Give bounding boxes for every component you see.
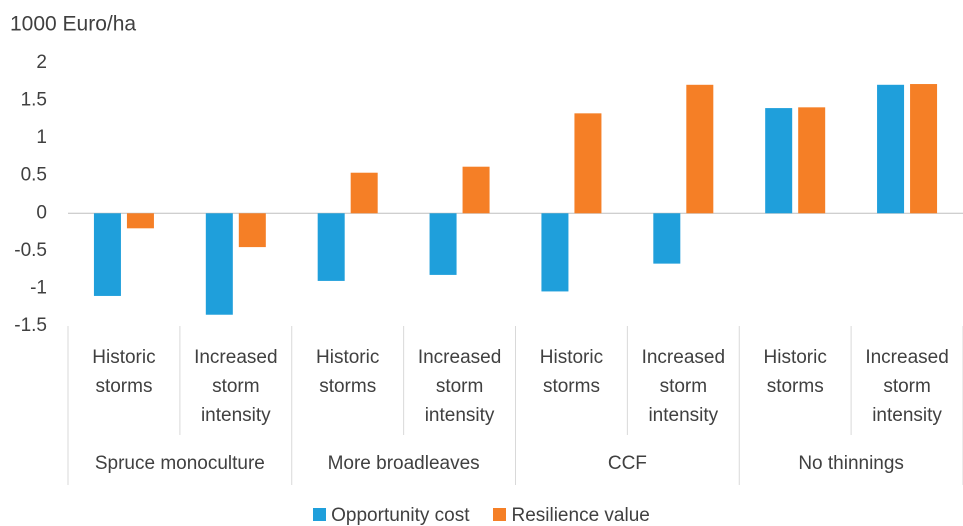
bar <box>653 213 681 264</box>
group-label: CCF <box>607 453 647 474</box>
x-tick-label: Historic storms <box>539 347 604 397</box>
legend-item: Resilience value <box>493 505 650 526</box>
legend: Opportunity cost Resilience value <box>0 505 963 526</box>
x-tick-label: Historic storms <box>763 347 827 397</box>
x-tick-label: Increased storm intensity <box>194 347 278 426</box>
legend-swatch <box>313 508 327 521</box>
bar <box>541 213 569 292</box>
legend-label: Resilience value <box>511 505 650 526</box>
legend-item: Opportunity cost <box>313 505 469 526</box>
y-tick-label: 2 <box>36 52 47 73</box>
legend-label: Opportunity cost <box>331 505 470 526</box>
y-tick-label: 1 <box>36 127 47 148</box>
bar <box>686 84 714 214</box>
y-tick-label: -0.5 <box>14 240 47 261</box>
group-label: No thinnings <box>798 453 904 474</box>
bar <box>798 107 826 214</box>
x-tick-label: Historic storms <box>92 347 156 397</box>
y-tick-label: 0.5 <box>21 165 47 186</box>
y-tick-label: 0 <box>36 202 47 223</box>
bar <box>574 113 602 214</box>
bar <box>910 84 938 214</box>
legend-swatch <box>493 508 507 521</box>
bar <box>765 108 793 214</box>
bar <box>429 213 457 275</box>
bar <box>350 172 378 214</box>
x-tick-label: Increased storm intensity <box>865 347 949 426</box>
y-tick-label: -1.5 <box>14 315 47 336</box>
group-label: More broadleaves <box>327 453 480 474</box>
bar <box>205 213 233 315</box>
bar <box>126 213 154 229</box>
y-tick-label: -1 <box>30 277 47 298</box>
bar <box>317 213 345 281</box>
bar <box>238 213 266 248</box>
x-tick-label: Increased storm intensity <box>417 347 502 426</box>
bar <box>877 84 905 214</box>
group-label: Spruce monoculture <box>94 453 265 474</box>
bar <box>93 213 121 296</box>
x-tick-label: Increased storm intensity <box>641 347 726 426</box>
y-tick-label: 1.5 <box>21 90 47 111</box>
bar <box>462 166 490 214</box>
y-axis-label: 1000 Euro/ha <box>10 13 136 36</box>
x-tick-label: Historic storms <box>316 347 380 397</box>
